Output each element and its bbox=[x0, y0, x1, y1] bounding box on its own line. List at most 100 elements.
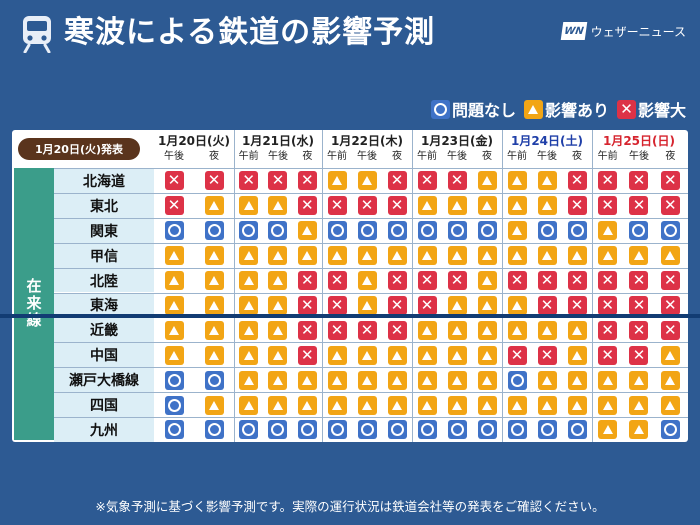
slot-header: 午前 bbox=[507, 151, 527, 162]
status-cell bbox=[382, 219, 412, 243]
region-label: 北陸 bbox=[54, 268, 154, 293]
status-cell bbox=[412, 219, 442, 243]
circle-icon bbox=[477, 420, 497, 440]
triangle-icon bbox=[417, 320, 437, 340]
status-cell bbox=[502, 244, 532, 268]
day-separator bbox=[234, 130, 235, 442]
status-cell bbox=[502, 318, 532, 342]
cross-icon bbox=[239, 171, 259, 191]
cross-icon bbox=[537, 295, 557, 315]
cross-icon bbox=[598, 320, 618, 340]
slot-header: 夜 bbox=[572, 151, 582, 162]
status-cell bbox=[234, 393, 263, 417]
circle-icon bbox=[567, 420, 587, 440]
triangle-icon bbox=[598, 420, 618, 440]
day-header: 1月25日(日) bbox=[602, 134, 676, 148]
triangle-icon bbox=[387, 370, 407, 390]
triangle-icon bbox=[477, 295, 497, 315]
status-cell bbox=[655, 169, 686, 193]
triangle-icon bbox=[239, 395, 259, 415]
status-cell bbox=[263, 393, 292, 417]
cross-icon bbox=[598, 295, 618, 315]
status-cell bbox=[623, 368, 654, 392]
triangle-icon bbox=[507, 295, 527, 315]
triangle-icon bbox=[327, 345, 347, 365]
status-cell bbox=[562, 169, 592, 193]
status-cell bbox=[234, 343, 263, 367]
triangle-icon bbox=[629, 420, 649, 440]
region-label: 甲信 bbox=[54, 243, 154, 268]
status-cell bbox=[263, 219, 292, 243]
triangle-icon bbox=[297, 395, 317, 415]
circle-icon bbox=[567, 221, 587, 241]
cross-icon bbox=[629, 295, 649, 315]
row-separator bbox=[54, 417, 688, 418]
triangle-icon bbox=[567, 246, 587, 266]
triangle-icon bbox=[327, 395, 347, 415]
row-separator bbox=[54, 217, 688, 219]
status-cell bbox=[382, 194, 412, 218]
status-cell bbox=[592, 269, 623, 293]
status-cell bbox=[322, 194, 352, 218]
triangle-icon bbox=[268, 196, 288, 216]
triangle-icon bbox=[204, 395, 224, 415]
circle-icon bbox=[507, 370, 527, 390]
triangle-icon bbox=[204, 295, 224, 315]
triangle-icon bbox=[507, 395, 527, 415]
cross-icon bbox=[507, 271, 527, 291]
status-cell bbox=[655, 194, 686, 218]
triangle-icon bbox=[239, 345, 259, 365]
triangle-icon bbox=[239, 271, 259, 291]
status-cell bbox=[263, 318, 292, 342]
cross-icon bbox=[598, 345, 618, 365]
legend-item-severe: 影響大 bbox=[616, 97, 686, 121]
triangle-icon bbox=[204, 320, 224, 340]
status-cell bbox=[234, 368, 263, 392]
status-cell bbox=[562, 318, 592, 342]
triangle-icon bbox=[387, 246, 407, 266]
status-cell bbox=[412, 194, 442, 218]
status-cell bbox=[322, 244, 352, 268]
triangle-icon bbox=[164, 271, 184, 291]
status-cell bbox=[592, 318, 623, 342]
status-cell bbox=[322, 294, 352, 318]
triangle-icon bbox=[567, 370, 587, 390]
triangle-icon bbox=[477, 196, 497, 216]
triangle-icon bbox=[164, 320, 184, 340]
status-cell bbox=[263, 269, 292, 293]
status-cell bbox=[322, 343, 352, 367]
cross-icon bbox=[537, 345, 557, 365]
cross-icon bbox=[387, 171, 407, 191]
status-cell bbox=[293, 269, 322, 293]
status-cell bbox=[293, 393, 322, 417]
slot-header: 午後 bbox=[164, 151, 184, 162]
triangle-icon bbox=[387, 395, 407, 415]
triangle-icon bbox=[327, 370, 347, 390]
circle-icon bbox=[357, 420, 377, 440]
status-cell bbox=[532, 368, 562, 392]
status-cell bbox=[562, 368, 592, 392]
status-cell bbox=[442, 194, 472, 218]
status-cell bbox=[263, 418, 292, 442]
triangle-icon bbox=[447, 395, 467, 415]
status-cell bbox=[655, 244, 686, 268]
status-cell bbox=[472, 343, 502, 367]
cross-icon bbox=[660, 295, 680, 315]
legend-label: 影響大 bbox=[637, 101, 686, 120]
circle-icon bbox=[660, 420, 680, 440]
status-cell bbox=[382, 393, 412, 417]
circle-icon bbox=[629, 221, 649, 241]
footnote: ※気象予測に基づく影響予測です。実際の運行状況は鉄道会社等の発表をご確認ください… bbox=[95, 499, 605, 514]
day-header: 1月23日(金) bbox=[420, 134, 494, 148]
cross-icon bbox=[598, 196, 618, 216]
status-cell bbox=[154, 343, 194, 367]
brand: WN ウェザーニュース bbox=[560, 22, 686, 40]
triangle-icon bbox=[537, 320, 557, 340]
region-label: 四国 bbox=[54, 393, 154, 417]
status-cell bbox=[154, 219, 194, 243]
status-cell bbox=[655, 418, 686, 442]
triangle-icon bbox=[417, 196, 437, 216]
status-cell bbox=[502, 343, 532, 367]
triangle-icon bbox=[357, 345, 377, 365]
circle-icon bbox=[164, 370, 184, 390]
